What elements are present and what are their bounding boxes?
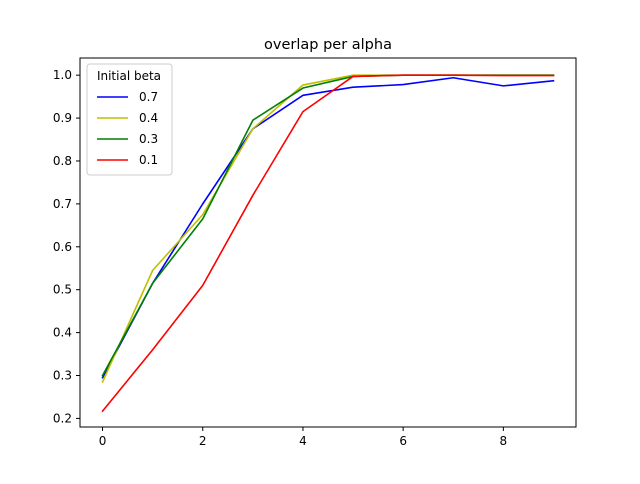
series-line-0.1 bbox=[101, 74, 555, 413]
y-tick-label: 1.0 bbox=[53, 68, 72, 82]
x-axis: 0 2 4 6 8 bbox=[99, 427, 507, 448]
y-tick-label: 0.2 bbox=[53, 411, 72, 425]
series-layer bbox=[101, 74, 555, 413]
legend-label-0.1: 0.1 bbox=[139, 153, 158, 167]
y-tick-label: 0.4 bbox=[53, 326, 72, 340]
legend-label-0.7: 0.7 bbox=[139, 90, 158, 104]
legend-items: 0.7 0.4 0.3 0.1 bbox=[97, 90, 158, 167]
y-tick-label: 0.5 bbox=[53, 283, 72, 297]
legend-label-0.4: 0.4 bbox=[139, 111, 158, 125]
y-tick-label: 0.8 bbox=[53, 154, 72, 168]
x-tick-label: 2 bbox=[199, 434, 207, 448]
x-tick-label: 6 bbox=[399, 434, 407, 448]
legend: Initial beta 0.7 0.4 0.3 0.1 bbox=[86, 63, 173, 176]
chart-title: overlap per alpha bbox=[264, 37, 392, 53]
plot-frame bbox=[79, 57, 577, 428]
y-tick-label: 0.9 bbox=[53, 111, 72, 125]
y-tick-label: 0.3 bbox=[53, 369, 72, 383]
x-tick-label: 0 bbox=[99, 434, 107, 448]
legend-label-0.3: 0.3 bbox=[139, 132, 158, 146]
x-tick-label: 4 bbox=[299, 434, 307, 448]
y-tick-label: 0.6 bbox=[53, 240, 72, 254]
legend-box bbox=[86, 63, 173, 176]
y-axis: 0.2 0.3 0.4 0.5 0.6 0.7 0.8 0.9 1.0 bbox=[53, 68, 80, 425]
legend-title: Initial beta bbox=[97, 69, 161, 83]
y-tick-label: 0.7 bbox=[53, 197, 72, 211]
x-tick-label: 8 bbox=[500, 434, 508, 448]
